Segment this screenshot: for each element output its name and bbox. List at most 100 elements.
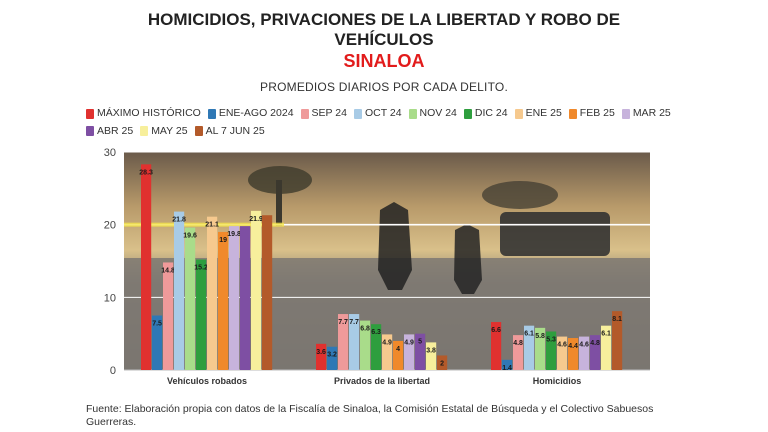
bar: [240, 226, 251, 370]
legend-swatch: [514, 108, 523, 119]
legend-item: DIC 24: [463, 106, 508, 121]
legend-item: OCT 24: [353, 106, 402, 121]
legend-swatch: [353, 108, 362, 119]
bar: [612, 311, 623, 370]
chart-title-line-2: VEHÍCULOS: [334, 30, 434, 49]
legend-label: MAY 25: [151, 124, 188, 137]
legend-item: AL 7 JUN 25: [194, 124, 265, 139]
bar: [535, 327, 546, 370]
legend-item: FEB 25: [568, 106, 615, 121]
bar-value-label: 14.8: [161, 267, 175, 274]
bar: [491, 322, 502, 370]
bar-value-label: 3.2: [327, 352, 337, 359]
bar-value-label: 4.9: [404, 339, 414, 346]
bar: [152, 315, 163, 370]
legend-item: MAY 25: [140, 124, 188, 139]
legend-label: FEB 25: [579, 107, 615, 119]
bar-value-label: 19.8: [227, 231, 241, 238]
bar-value-label: 4.6: [557, 342, 567, 349]
legend-swatch: [194, 126, 203, 136]
legend-item: MAR 25: [621, 106, 671, 121]
bar-value-label: 6.1: [524, 331, 534, 338]
legend-swatch: [463, 108, 472, 119]
legend-swatch: [621, 108, 630, 119]
bar: [327, 346, 338, 370]
legend-label: NOV 24: [419, 107, 457, 119]
bar: [141, 164, 152, 370]
bar: [546, 331, 557, 370]
bar-value-label: 7.7: [338, 319, 348, 326]
bar-value-label: 6.8: [360, 326, 370, 333]
bar: [601, 325, 612, 370]
reference-line-highlight: [124, 222, 284, 227]
legend-swatch: [568, 108, 577, 119]
legend-label: ENE-AGO 2024: [218, 107, 294, 119]
bar-value-label: 5.8: [535, 333, 545, 340]
bar-value-label: 3.8: [426, 347, 436, 354]
bar: [579, 336, 590, 370]
bar-value-label: 4.9: [382, 339, 392, 346]
bar-value-label: 19.6: [183, 233, 197, 240]
y-tick-label: 0: [110, 365, 116, 377]
x-category-label: Vehículos robados: [167, 376, 247, 386]
legend-label: AL 7 JUN 25: [205, 124, 265, 137]
bar: [568, 338, 579, 370]
bar-value-label: 4: [396, 346, 400, 353]
bar: [393, 340, 404, 370]
y-tick-label: 10: [104, 292, 116, 304]
bar: [163, 262, 174, 370]
bar-value-label: 4.8: [590, 340, 600, 347]
bar: [262, 215, 273, 370]
legend-label: MÁXIMO HISTÓRICO: [97, 107, 201, 119]
bar: [229, 226, 240, 370]
legend-label: OCT 24: [364, 107, 402, 119]
bar-value-label: 4.8: [513, 340, 523, 347]
bar-value-label: 21.9: [249, 216, 263, 223]
bar: [218, 231, 229, 370]
legend-label: DIC 24: [474, 107, 508, 119]
bar-value-label: 1.4: [502, 365, 512, 372]
legend-swatch: [140, 126, 149, 136]
bar-value-label: 21.8: [172, 217, 186, 224]
bar-value-label: 2: [440, 360, 444, 367]
bar: [251, 210, 262, 370]
bar-value-label: 28.3: [139, 169, 153, 176]
legend-label: MAR 25: [632, 107, 671, 119]
y-tick-label: 30: [104, 147, 116, 159]
bar-value-label: 6.1: [601, 331, 611, 338]
bar-value-label: 5.3: [546, 336, 556, 343]
bar-value-label: 7.5: [152, 321, 162, 328]
bar-value-label: 21.1: [205, 222, 219, 229]
legend-swatch: [300, 108, 309, 119]
bar-value-label: 3.6: [316, 349, 326, 356]
bar: [174, 211, 185, 370]
bar-value-label: 15.2: [194, 265, 208, 272]
legend-item: ENE 25: [514, 106, 562, 121]
bar: [437, 355, 448, 370]
bar: [513, 335, 524, 370]
source-note: Fuente: Elaboración propia con datos de …: [86, 403, 654, 428]
bar: [196, 259, 207, 370]
x-category-label: Privados de la libertad: [334, 376, 430, 386]
legend-swatch: [408, 108, 417, 119]
x-category-label: Homicidios: [533, 376, 582, 386]
legend-label: ENE 25: [525, 107, 562, 119]
bar: [185, 227, 196, 370]
bar-value-label: 8.1: [612, 316, 622, 323]
chart-legend: MÁXIMO HISTÓRICO ENE-AGO 2024 SEP 24 OCT 24…: [86, 106, 686, 141]
bar: [557, 336, 568, 370]
x-axis-category-labels: Vehículos robados Privados de la libertad…: [167, 376, 581, 386]
legend-item: ABR 25: [86, 124, 133, 139]
bar: [590, 335, 601, 370]
bar: [360, 320, 371, 370]
chart-subtitle: PROMEDIOS DIARIOS POR CADA DELITO.: [260, 80, 508, 94]
y-axis-tick-labels: 0 10 20 30: [104, 147, 116, 377]
bar: [338, 314, 349, 370]
legend-label: SEP 24: [311, 107, 347, 119]
legend-swatch: [86, 108, 94, 119]
legend-swatch: [207, 108, 216, 119]
bar: [316, 343, 327, 370]
bar: [349, 314, 360, 370]
